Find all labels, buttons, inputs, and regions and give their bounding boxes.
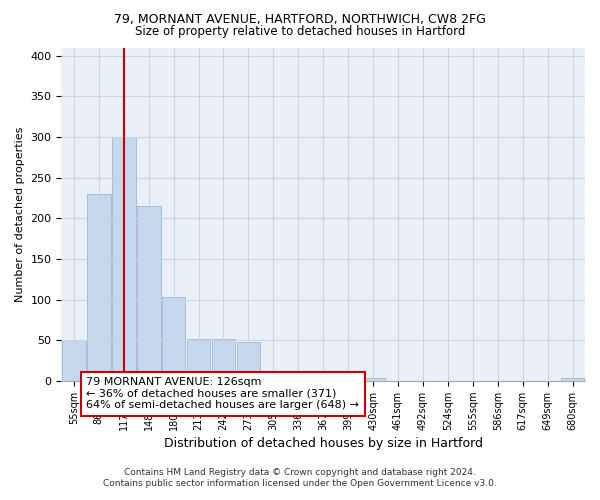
Text: Size of property relative to detached houses in Hartford: Size of property relative to detached ho…	[135, 25, 465, 38]
Bar	[137, 206, 161, 381]
Bar	[286, 374, 310, 381]
Bar	[187, 338, 211, 381]
Bar	[560, 378, 584, 381]
Bar	[311, 376, 335, 381]
Bar	[62, 340, 86, 381]
Text: Contains HM Land Registry data © Crown copyright and database right 2024.
Contai: Contains HM Land Registry data © Crown c…	[103, 468, 497, 487]
Bar	[236, 342, 260, 381]
Y-axis label: Number of detached properties: Number of detached properties	[15, 126, 25, 302]
X-axis label: Distribution of detached houses by size in Hartford: Distribution of detached houses by size …	[164, 437, 483, 450]
Bar	[112, 137, 136, 381]
Bar	[87, 194, 110, 381]
Bar	[162, 297, 185, 381]
Text: 79 MORNANT AVENUE: 126sqm
← 36% of detached houses are smaller (371)
64% of semi: 79 MORNANT AVENUE: 126sqm ← 36% of detac…	[86, 377, 359, 410]
Text: 79, MORNANT AVENUE, HARTFORD, NORTHWICH, CW8 2FG: 79, MORNANT AVENUE, HARTFORD, NORTHWICH,…	[114, 12, 486, 26]
Bar	[212, 338, 235, 381]
Bar	[361, 378, 385, 381]
Bar	[262, 374, 285, 381]
